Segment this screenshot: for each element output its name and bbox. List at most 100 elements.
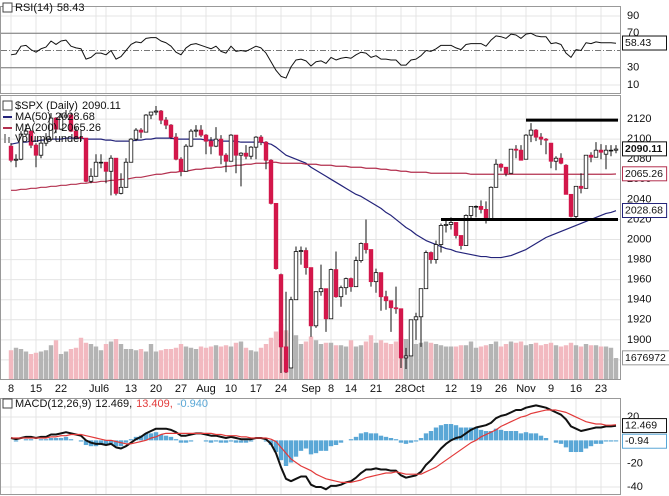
histogram-bar — [458, 427, 464, 441]
candle-body — [158, 110, 164, 121]
histogram-bar — [43, 439, 49, 441]
volume-bar — [213, 345, 219, 379]
volume-bar — [273, 331, 279, 379]
histogram-bar — [68, 439, 74, 441]
histogram-bar — [298, 440, 304, 451]
histogram-bar — [168, 436, 174, 441]
candle-body — [318, 288, 324, 293]
volume-bar — [503, 344, 509, 379]
candle-body — [173, 136, 179, 160]
histogram-bar — [378, 435, 384, 441]
histogram-bar — [238, 440, 244, 443]
x-tick-label: 22 — [55, 383, 67, 395]
histogram-bar — [573, 440, 579, 453]
price-panel — [0, 95, 621, 380]
histogram-bar — [528, 433, 534, 441]
histogram-bar — [478, 429, 484, 441]
y-tick-label: -20 — [627, 458, 643, 470]
volume-bar — [118, 344, 124, 379]
volume-bar — [108, 341, 114, 379]
y-tick-label: -40 — [627, 481, 643, 493]
y-tick-label: 1920 — [627, 314, 651, 326]
histogram-bar — [13, 440, 19, 442]
volume-bar — [473, 347, 479, 379]
candle-body — [238, 152, 244, 156]
candle-body — [193, 129, 199, 132]
y-tick-label: 1940 — [627, 294, 651, 306]
volume-bar — [183, 346, 189, 379]
histogram-bar — [493, 428, 499, 441]
histogram-bar — [233, 440, 239, 443]
histogram-bar — [473, 427, 479, 441]
y-tick-label: 90 — [627, 10, 639, 22]
volume-bar — [428, 342, 434, 379]
volume-bar — [578, 346, 584, 379]
volume-bar — [218, 346, 224, 379]
candle-body — [393, 307, 399, 310]
volume-bar — [248, 350, 254, 379]
volume-bar — [368, 335, 374, 379]
volume-bar — [583, 344, 589, 379]
histogram-bar — [443, 424, 449, 441]
volume-bar — [378, 340, 384, 379]
candle-body — [148, 111, 154, 116]
value-tag: -0.94 — [625, 435, 649, 447]
histogram-bar — [113, 440, 119, 447]
volume-bar — [308, 336, 314, 379]
moving-average — [10, 137, 617, 259]
value-tag-box — [622, 350, 669, 366]
candle-body — [503, 166, 509, 174]
candle-body — [303, 250, 309, 269]
candle-body — [558, 157, 564, 164]
candle-body — [128, 138, 134, 163]
candle-body — [418, 288, 424, 318]
candle-body — [163, 119, 169, 126]
value-tag: 2028.68 — [625, 205, 663, 217]
volume-bar — [303, 341, 309, 379]
histogram-bar — [498, 429, 504, 441]
candle-body — [168, 124, 174, 138]
candle-body — [453, 222, 459, 236]
candle-body — [103, 161, 109, 172]
candle-body — [388, 300, 394, 309]
volume-bar — [388, 344, 394, 379]
volume-bar — [563, 345, 569, 379]
volume-bar — [488, 344, 494, 379]
histogram-bar — [413, 440, 419, 442]
histogram-bar — [453, 425, 459, 441]
price-last: 2090.11 — [82, 100, 121, 112]
candle-body — [363, 243, 369, 250]
histogram-bar — [558, 440, 564, 444]
candle-body — [518, 149, 524, 161]
volume-bar — [393, 341, 399, 379]
volume-bar — [88, 344, 94, 379]
candle-body — [323, 288, 329, 320]
candle-body — [553, 157, 559, 162]
candle-body — [203, 134, 209, 142]
volume-bar — [168, 349, 174, 379]
candle-body — [413, 316, 419, 321]
volume-bar — [548, 342, 554, 379]
volume-bar — [83, 342, 89, 379]
histogram-bar — [328, 440, 334, 447]
volume-bar — [493, 341, 499, 379]
candle-body — [433, 244, 439, 260]
volume-bar — [453, 346, 459, 379]
volume-bar — [478, 346, 484, 379]
ma50-legend: MA(50) 2028.68 — [15, 111, 95, 123]
histogram-bar — [433, 427, 439, 441]
volume-bar — [78, 337, 84, 379]
candle-body — [283, 346, 289, 373]
volume-bar — [593, 345, 599, 379]
x-tick-label: Nov — [516, 383, 536, 395]
histogram-bar — [588, 440, 594, 447]
volume-bar — [103, 344, 109, 379]
histogram-bar — [53, 438, 59, 441]
candle-body — [408, 319, 414, 357]
histogram-bar — [63, 436, 69, 441]
histogram-bar — [488, 431, 494, 441]
candle-body — [288, 299, 294, 369]
histogram-bar — [313, 440, 319, 454]
volume-bar — [423, 341, 429, 379]
